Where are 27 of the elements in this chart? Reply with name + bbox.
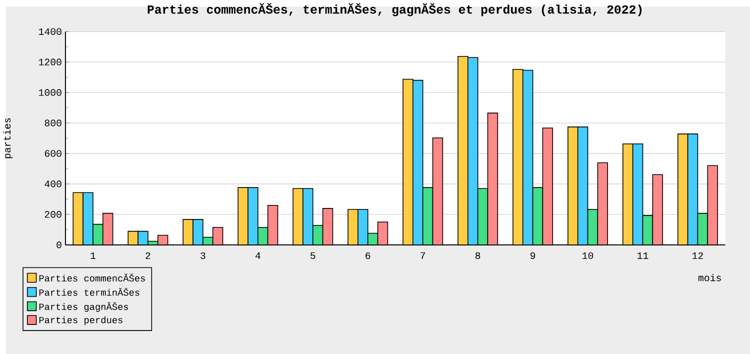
x-axis-title: mois	[698, 274, 721, 282]
legend-label: Parties commencĂŠes	[39, 274, 145, 282]
y-tick-label: 800	[44, 120, 62, 126]
x-tick-label: 6	[366, 252, 370, 260]
x-tick-label: 9	[530, 252, 536, 260]
x-tick-label: 5	[310, 252, 316, 259]
y-tick-label: 0	[56, 242, 62, 248]
y-tick-label: 1000	[38, 89, 62, 96]
y-tick-label: 400	[44, 180, 62, 188]
x-tick-label: 3	[200, 252, 206, 260]
x-tick-label: 7	[420, 252, 426, 259]
y-tick-label: 1200	[38, 58, 62, 66]
x-tick-label: 12	[692, 252, 703, 259]
x-tick-label: 11	[638, 252, 648, 259]
chart-title: Parties commencĂŠes, terminĂŠes, gagnĂŠes et perdues (alisia, 2022)	[148, 3, 642, 16]
x-tick-label: 2	[146, 252, 150, 259]
y-axis-title: parties	[3, 118, 13, 158]
y-tick-label: 1400	[38, 28, 62, 35]
y-tick-label: 600	[44, 150, 62, 157]
x-tick-label: 1	[90, 252, 96, 259]
legend-label: Parties gagnĂŠes	[39, 302, 128, 312]
y-tick-label: 200	[44, 211, 62, 218]
legend-label: Parties terminĂŠes	[39, 288, 140, 296]
x-tick-label: 10	[582, 252, 594, 260]
x-tick-label: 8	[475, 252, 480, 260]
legend-label: Parties perdues	[39, 316, 122, 326]
x-tick-label: 4	[255, 252, 260, 259]
